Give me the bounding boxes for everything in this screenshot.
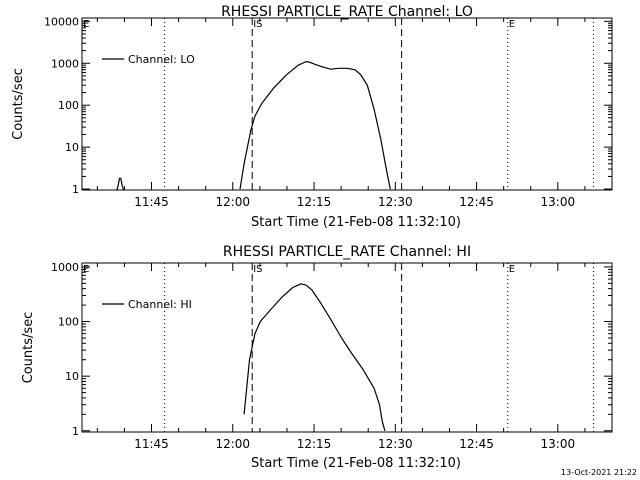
marker-label: E — [509, 264, 515, 275]
lo-channel-panel: RHESSI PARTICLE_RATE Channel: LO 1 10 100 10… — [11, 4, 613, 230]
chart-title: RHESSI PARTICLE_RATE Channel: LO — [221, 4, 473, 20]
x-tick-label: 13:00 — [541, 195, 576, 209]
series-line — [116, 177, 125, 191]
plot-frame — [81, 262, 613, 433]
y-tick-label: 10 — [65, 370, 79, 383]
x-tick-label: 12:15 — [297, 195, 332, 209]
x-tick-label: 12:45 — [459, 437, 494, 451]
generation-timestamp: 13-Oct-2021 21:22 — [561, 468, 637, 477]
y-tick-label: 1 — [72, 425, 79, 438]
marker-label: IS — [253, 19, 262, 30]
x-tick-label: 12:30 — [378, 195, 413, 209]
x-tick-label: 12:00 — [215, 437, 250, 451]
x-tick-label: 12:15 — [297, 437, 332, 451]
marker-label: IS — [253, 264, 262, 275]
marker-label: E — [83, 19, 89, 30]
x-tick-label: 12:45 — [459, 195, 494, 209]
hi-channel-panel: RHESSI PARTICLE_RATE Channel: HI 1 10 100 10… — [21, 244, 613, 471]
x-tick-label: 12:00 — [215, 195, 250, 209]
x-axis-label: Start Time (21-Feb-08 11:32:10) — [251, 456, 461, 471]
y-tick-label: 1000 — [51, 261, 79, 274]
y-tick-label: 10000 — [44, 15, 79, 28]
x-axis-label: Start Time (21-Feb-08 11:32:10) — [251, 215, 461, 230]
x-tick-label: 11:45 — [134, 437, 169, 451]
chart-title: RHESSI PARTICLE_RATE Channel: HI — [223, 244, 471, 260]
y-tick-label: 100 — [58, 316, 79, 329]
y-tick-label: 1 — [72, 183, 79, 196]
y-axis-label: Counts/sec — [21, 312, 36, 384]
series-line — [243, 283, 386, 431]
x-tick-label: 12:30 — [378, 437, 413, 451]
plot-frame — [81, 17, 613, 191]
y-tick-label: 100 — [58, 99, 79, 112]
y-tick-label: 1000 — [51, 57, 79, 70]
marker-label: E — [509, 19, 515, 30]
y-axis-label: Counts/sec — [11, 68, 26, 140]
marker-label: E — [83, 264, 89, 275]
legend-label: Channel: HI — [128, 298, 192, 311]
x-tick-label: 13:00 — [541, 437, 576, 451]
x-tick-label: 11:45 — [134, 195, 169, 209]
legend-label: Channel: LO — [128, 53, 195, 66]
y-tick-label: 10 — [65, 141, 79, 154]
series-line — [239, 60, 391, 190]
